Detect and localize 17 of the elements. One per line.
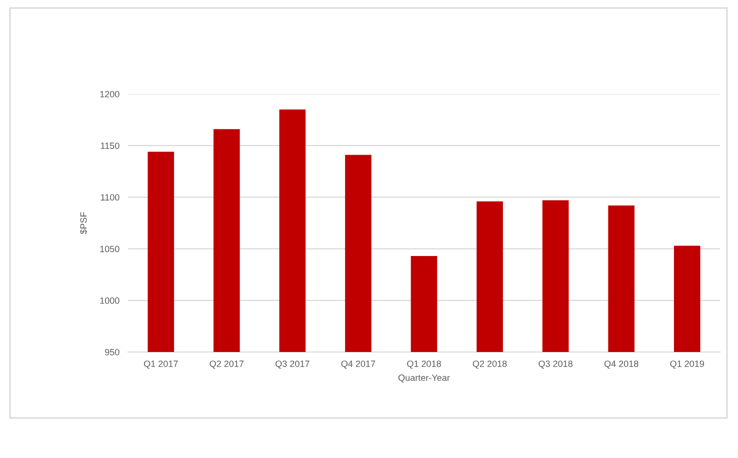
y-tick-label: 1150 — [100, 142, 120, 149]
y-tick-label: 1050 — [100, 246, 120, 252]
x-tick-label: Q2 2018 — [472, 360, 507, 369]
x-tick-label: Q4 2018 — [604, 360, 638, 369]
x-axis-title: Quarter-Year — [398, 374, 450, 383]
y-tick-label: 950 — [105, 348, 120, 356]
x-tick-label: Q3 2017 — [276, 360, 310, 369]
x-tick-label: Q4 2017 — [341, 360, 376, 369]
x-tick-label: Q1 2019 — [670, 360, 704, 369]
x-tick-label: Q2 2017 — [210, 360, 244, 369]
x-tick-label: Q3 2018 — [538, 360, 572, 369]
x-tick-label: Q1 2018 — [407, 360, 441, 369]
y-tick-label: 1200 — [100, 90, 120, 98]
y-axis-title: $PSF — [80, 212, 88, 234]
y-tick-label: 1100 — [100, 194, 120, 201]
x-tick-label: Q1 2017 — [144, 360, 178, 369]
y-tick-label: 1000 — [100, 297, 120, 304]
